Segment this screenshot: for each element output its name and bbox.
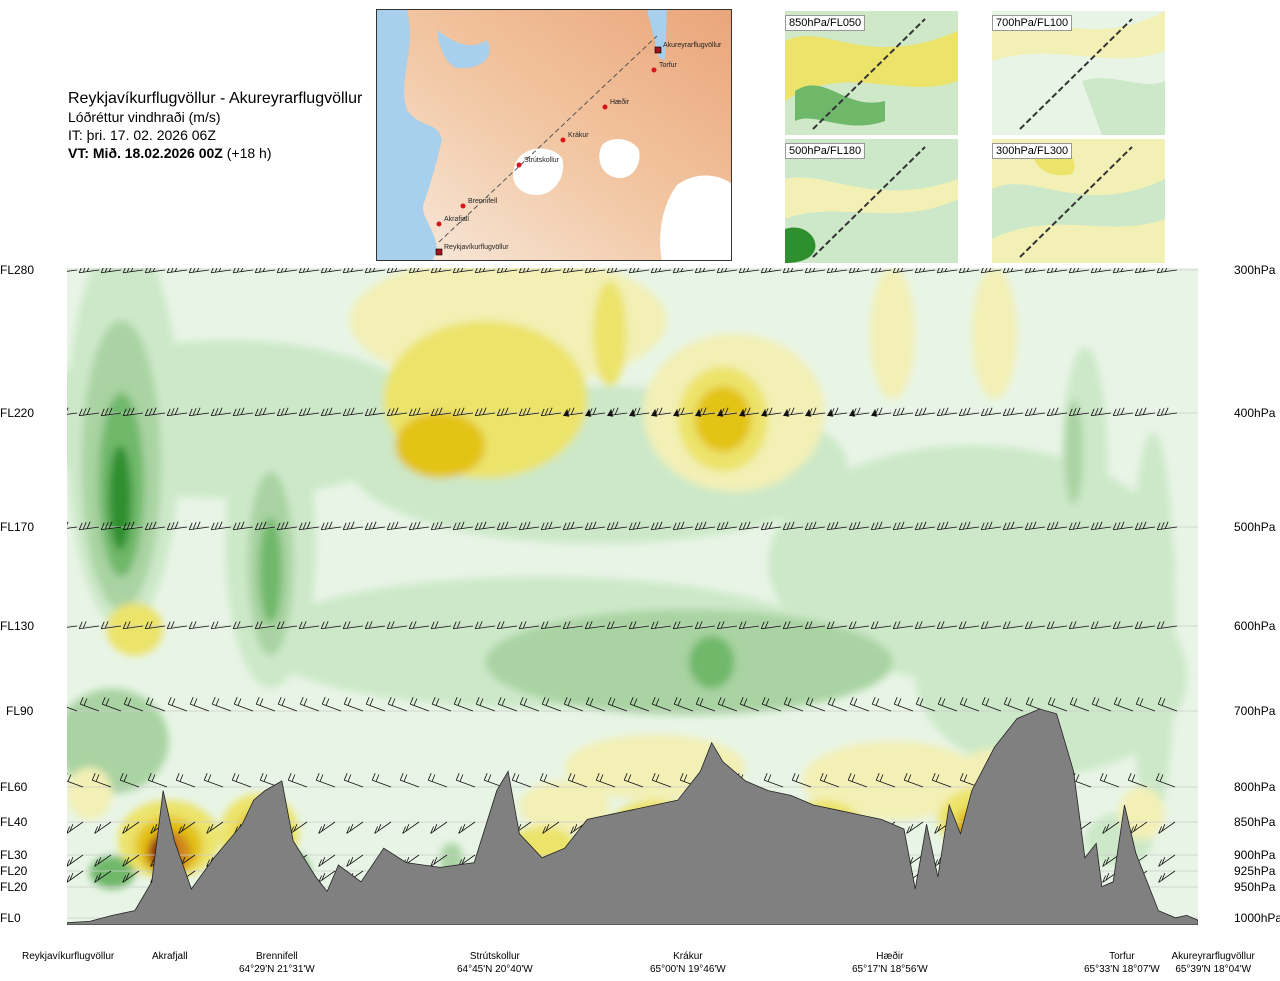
vertical-wind-field xyxy=(67,268,1187,893)
station-label: Akureyrarflugvöllur 65°39'N 18°04'W xyxy=(1172,950,1255,976)
level-map-850[interactable]: 850hPa/FL050 xyxy=(785,11,958,135)
route-line xyxy=(438,35,658,243)
issue-time: IT: þri. 17. 02. 2026 06Z xyxy=(68,127,216,143)
station-label: Hæðir 65°17'N 18°56'W xyxy=(852,950,928,976)
station-label: Brennifell 64°29'N 21°31'W xyxy=(239,950,315,976)
flight-level-label: FL220 xyxy=(0,406,35,420)
svg-text:Akrafjall: Akrafjall xyxy=(444,216,469,223)
pressure-label: 800hPa xyxy=(1234,780,1276,794)
pressure-label: 700hPa xyxy=(1234,704,1276,718)
flight-level-label: FL90 xyxy=(6,704,34,718)
level-map-850-canvas xyxy=(785,11,958,135)
sea-west xyxy=(377,10,442,260)
station-name: Akureyrarflugvöllur xyxy=(1171,951,1255,962)
level-map-700-label: 700hPa/FL100 xyxy=(992,15,1073,31)
station-label: Akrafjall xyxy=(152,950,188,963)
route-title: Reykjavíkurflugvöllur - Akureyrarflugvöl… xyxy=(68,90,363,107)
station-label: Reykjavíkurflugvöllur xyxy=(22,950,114,963)
svg-text:Krákur: Krákur xyxy=(568,132,589,139)
svg-text:Brennifell: Brennifell xyxy=(468,198,498,205)
station-name: Reykjavíkurflugvöllur xyxy=(22,951,115,962)
station-label: Torfur 65°33'N 18°07'W xyxy=(1084,950,1160,976)
map-waypoint: Strútskollur xyxy=(516,157,560,168)
terrain-profile xyxy=(67,708,1198,925)
overview-map: Reykjavíkurflugvöllur Akrafjall Brennifell… xyxy=(376,9,732,261)
pressure-label: 1000hPa xyxy=(1234,911,1280,925)
svg-text:Strútskollur: Strútskollur xyxy=(524,157,560,164)
pressure-label: 500hPa xyxy=(1234,520,1276,534)
station-coord: 65°00'N 19°46'W xyxy=(650,964,726,975)
svg-text:Hæðir: Hæðir xyxy=(610,98,630,106)
station-name: Hæðir xyxy=(876,951,904,962)
map-waypoint: Torfur xyxy=(651,62,678,73)
map-waypoint: Akrafjall xyxy=(436,216,469,227)
flight-level-label: FL20 xyxy=(0,864,28,878)
flight-level-label: FL30 xyxy=(0,848,28,862)
glacier-vatnajokull xyxy=(660,175,731,260)
station-coord: 64°29'N 21°31'W xyxy=(239,964,315,975)
station-name: Torfur xyxy=(1109,951,1135,962)
station-coord: 65°33'N 18°07'W xyxy=(1084,964,1160,975)
pressure-label: 925hPa xyxy=(1234,864,1276,878)
title-block: Reykjavíkurflugvöllur - Akureyrarflugvöl… xyxy=(68,90,362,162)
svg-text:Reykjavíkurflugvöllur: Reykjavíkurflugvöllur xyxy=(444,244,509,251)
level-map-500-canvas xyxy=(785,139,958,263)
flight-level-label: FL20 xyxy=(0,880,28,894)
glacier-hofsjokull xyxy=(599,138,640,179)
level-map-300[interactable]: 300hPa/FL300 xyxy=(992,139,1165,263)
valid-time: VT: Mið. 18.02.2026 00Z (+18 h) xyxy=(68,144,362,162)
overview-map-canvas: Reykjavíkurflugvöllur Akrafjall Brennifell… xyxy=(377,10,731,260)
level-map-700[interactable]: 700hPa/FL100 xyxy=(992,11,1165,135)
station-name: Brennifell xyxy=(256,951,298,962)
glacier-langjokull xyxy=(513,148,564,195)
map-waypoint: Brennifell xyxy=(460,198,498,209)
fjord xyxy=(437,30,490,69)
map-waypoint: Reykjavíkurflugvöllur xyxy=(435,244,509,256)
flight-level-label: FL130 xyxy=(0,619,35,633)
station-name: Akrafjall xyxy=(152,951,188,962)
svg-text:Akureyrarflugvöllur: Akureyrarflugvöllur xyxy=(663,42,722,49)
pressure-label: 600hPa xyxy=(1234,619,1276,633)
station-label: Strútskollur 64°45'N 20°40'W xyxy=(457,950,533,976)
level-map-700-canvas xyxy=(992,11,1165,135)
pressure-gridlines xyxy=(67,269,1198,919)
pressure-label: 950hPa xyxy=(1234,880,1276,894)
level-map-300-label: 300hPa/FL300 xyxy=(992,143,1073,159)
flight-level-label: FL60 xyxy=(0,780,28,794)
flight-level-label: FL0 xyxy=(0,911,21,925)
eyjafjordur xyxy=(647,10,667,60)
flight-level-label: FL280 xyxy=(0,263,35,277)
map-waypoint: Krákur xyxy=(560,132,589,143)
station-coord: 65°17'N 18°56'W xyxy=(852,964,928,975)
station-label: Krákur 65°00'N 19°46'W xyxy=(650,950,726,976)
flight-level-label: FL170 xyxy=(0,520,35,534)
pressure-label: 850hPa xyxy=(1234,815,1276,829)
variable-subtitle: Lóðréttur vindhraði (m/s) xyxy=(68,109,221,125)
plot-area xyxy=(67,268,1198,925)
level-map-500[interactable]: 500hPa/FL180 xyxy=(785,139,958,263)
station-coord: 64°45'N 20°40'W xyxy=(457,964,533,975)
station-coord: 65°39'N 18°04'W xyxy=(1175,964,1252,975)
map-waypoints: Reykjavíkurflugvöllur Akrafjall Brennifell… xyxy=(435,42,722,256)
wind-barbs xyxy=(67,268,1178,883)
pressure-label: 300hPa xyxy=(1234,263,1276,277)
map-waypoint: Hæðir xyxy=(602,98,630,110)
station-name: Krákur xyxy=(673,951,703,962)
valid-time-offset: (+18 h) xyxy=(226,145,272,161)
level-map-850-label: 850hPa/FL050 xyxy=(785,15,866,31)
pressure-label: 400hPa xyxy=(1234,406,1276,420)
plot-background xyxy=(67,268,1198,925)
station-name: Strútskollur xyxy=(469,951,520,962)
valid-time-main: VT: Mið. 18.02.2026 00Z xyxy=(68,145,223,161)
pressure-label: 900hPa xyxy=(1234,848,1276,862)
level-map-500-label: 500hPa/FL180 xyxy=(785,143,866,159)
level-map-300-canvas xyxy=(992,139,1165,263)
flight-level-label: FL40 xyxy=(0,815,28,829)
map-waypoint: Akureyrarflugvöllur xyxy=(654,42,722,54)
svg-text:Torfur: Torfur xyxy=(659,62,678,69)
